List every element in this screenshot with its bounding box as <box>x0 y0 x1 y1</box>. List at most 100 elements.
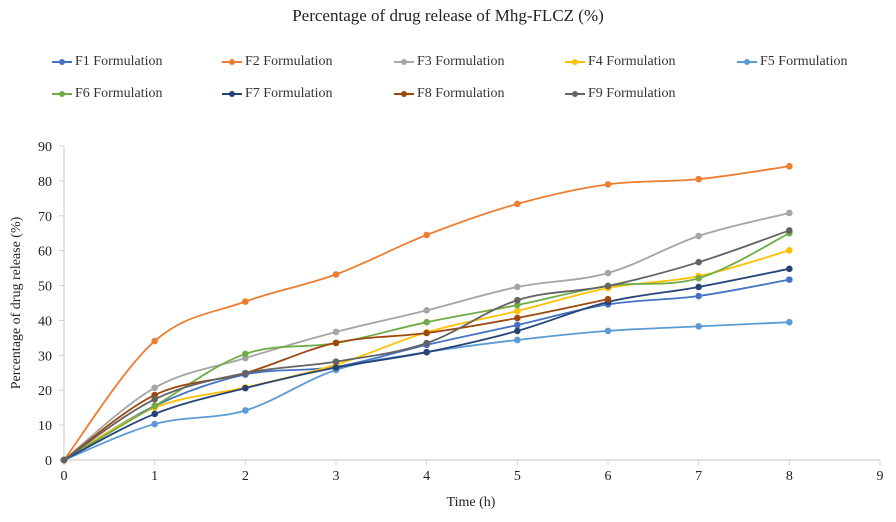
data-point <box>151 402 158 410</box>
legend-label: F5 Formulation <box>760 54 848 69</box>
data-point <box>695 323 702 330</box>
data-point <box>151 337 158 345</box>
x-tick-label: 3 <box>333 469 340 484</box>
series-line <box>63 165 790 461</box>
series-layer <box>60 162 793 464</box>
legend-marker-icon <box>222 56 242 68</box>
x-tick-label: 7 <box>695 469 702 484</box>
data-point <box>786 162 793 170</box>
y-tick-label: 90 <box>38 140 52 155</box>
legend-item: F3 Formulation <box>394 54 505 70</box>
x-tick-label: 6 <box>605 469 612 484</box>
data-point <box>604 282 612 290</box>
legend-label: F2 Formulation <box>245 54 333 69</box>
data-point <box>332 364 340 371</box>
legend-marker-icon <box>565 56 585 68</box>
legend-item: F9 Formulation <box>565 86 676 102</box>
legend-item: F4 Formulation <box>565 54 676 70</box>
series-8 <box>60 295 612 464</box>
data-point <box>695 258 702 266</box>
data-point <box>695 175 702 183</box>
legend-marker-icon <box>565 88 585 100</box>
series-7 <box>60 265 793 464</box>
data-point <box>604 269 612 277</box>
data-point <box>242 350 249 358</box>
legend-item: F7 Formulation <box>222 86 333 102</box>
legend-label: F6 Formulation <box>75 86 163 101</box>
legend-marker-icon <box>737 56 757 68</box>
data-point <box>786 209 793 217</box>
y-tick-label: 60 <box>38 245 52 260</box>
data-point <box>423 231 430 239</box>
y-tick-label: 20 <box>38 384 52 399</box>
data-point <box>695 274 702 282</box>
legend-label: F1 Formulation <box>75 54 163 69</box>
data-point <box>514 283 521 291</box>
data-point <box>786 247 793 254</box>
data-point <box>514 321 521 329</box>
data-point <box>151 420 158 428</box>
data-point <box>423 348 430 356</box>
data-point <box>604 327 612 335</box>
data-point <box>332 358 340 365</box>
legend-marker-icon <box>394 88 414 100</box>
x-tick-label: 4 <box>423 469 430 484</box>
y-tick-label: 30 <box>38 349 52 364</box>
series-3 <box>60 209 793 464</box>
data-point <box>514 336 521 344</box>
y-tick-label: 40 <box>38 314 52 329</box>
legend-label: F3 Formulation <box>417 54 505 69</box>
x-tick-label: 9 <box>877 469 884 484</box>
data-point <box>423 307 430 314</box>
series-line <box>63 278 790 461</box>
chart-title: Percentage of drug release of Mhg-FLCZ (… <box>292 6 604 25</box>
data-point <box>514 301 521 309</box>
data-point <box>786 227 793 234</box>
data-point <box>151 395 158 403</box>
legend-item: F5 Formulation <box>737 54 848 70</box>
legend-item: F6 Formulation <box>52 86 163 102</box>
y-tick-label: 50 <box>38 280 52 295</box>
data-point <box>514 200 521 208</box>
x-tick-label: 0 <box>61 469 68 484</box>
y-tick-label: 80 <box>38 175 52 190</box>
y-tick-label: 70 <box>38 210 52 225</box>
x-tick-label: 1 <box>151 469 158 484</box>
series-1 <box>60 276 793 464</box>
data-point <box>332 271 340 278</box>
legend-label: F7 Formulation <box>245 86 333 101</box>
x-tick-label: 8 <box>786 469 793 484</box>
data-point <box>423 339 430 347</box>
legend-item: F2 Formulation <box>222 54 333 70</box>
data-point <box>786 318 793 326</box>
data-point <box>514 314 521 322</box>
data-point <box>242 384 249 392</box>
legend-marker-icon <box>394 56 414 68</box>
legend-item: F1 Formulation <box>52 54 163 70</box>
data-point <box>786 265 793 273</box>
data-point <box>514 296 521 304</box>
data-point <box>332 328 340 336</box>
data-point <box>60 456 68 464</box>
legend-marker-icon <box>52 56 72 68</box>
data-point <box>151 384 158 392</box>
x-axis-title: Time (h) <box>447 495 496 510</box>
x-tick-label: 2 <box>242 469 249 484</box>
data-point <box>604 295 612 303</box>
data-point <box>242 369 249 377</box>
legend-item: F8 Formulation <box>394 86 505 102</box>
y-tick-label: 10 <box>38 419 52 434</box>
x-tick-label: 5 <box>514 469 521 484</box>
series-line <box>63 212 790 461</box>
y-tick-label: 0 <box>45 454 52 469</box>
data-point <box>332 339 340 347</box>
legend-label: F4 Formulation <box>588 54 676 69</box>
data-point <box>423 329 430 337</box>
data-point <box>514 307 521 315</box>
legend-label: F9 Formulation <box>588 86 676 101</box>
data-point <box>695 283 702 291</box>
legend-marker-icon <box>222 88 242 100</box>
data-point <box>604 181 612 188</box>
